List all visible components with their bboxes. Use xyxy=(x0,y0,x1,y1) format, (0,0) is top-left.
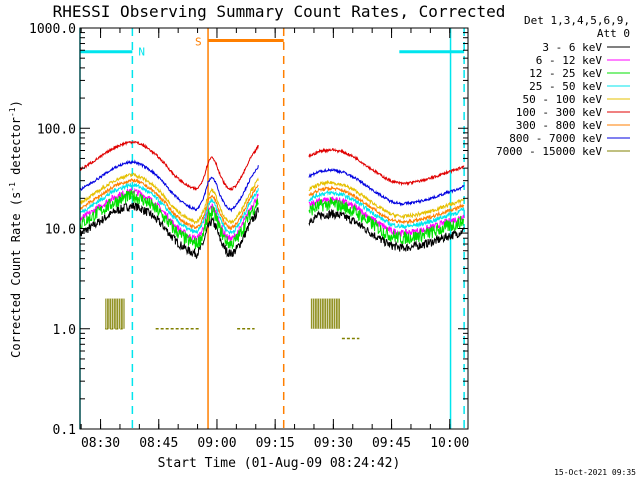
x-tick-label: 10:00 xyxy=(430,436,469,451)
y-axis-label-sup2: -1 xyxy=(8,107,17,117)
series-line xyxy=(308,208,465,252)
footer-timestamp: 15-Oct-2021 09:35 xyxy=(554,468,636,477)
series-line xyxy=(79,190,259,250)
y-axis-label: Corrected Count Rate (s-1 detector-1) xyxy=(8,100,23,358)
saa-label: S xyxy=(195,36,202,49)
series-line xyxy=(308,196,465,245)
series-line xyxy=(308,185,465,225)
legend-entry-label: 25 - 50 keV xyxy=(529,80,602,93)
series-line xyxy=(79,178,259,230)
y-axis-label-mid: detector xyxy=(9,117,23,182)
series-line xyxy=(308,167,465,207)
legend-entry-label: 3 - 6 keV xyxy=(542,41,602,54)
y-tick-label: 1.0 xyxy=(53,323,76,338)
series-line xyxy=(79,182,259,236)
y-axis-label-sup1: -1 xyxy=(8,182,17,192)
series-line xyxy=(308,179,465,221)
x-tick-label: 08:45 xyxy=(139,436,178,451)
data-marks xyxy=(79,140,465,340)
series-line xyxy=(308,189,465,231)
series-line xyxy=(79,202,259,260)
burst-block xyxy=(105,298,125,329)
series-line xyxy=(308,147,465,187)
legend-entry-label: 12 - 25 keV xyxy=(529,67,602,80)
series-line xyxy=(79,140,259,192)
legend-entry-label: 50 - 100 keV xyxy=(523,93,603,106)
x-tick-label: 09:45 xyxy=(372,436,411,451)
x-axis-label: Start Time (01-Aug-09 08:24:42) xyxy=(158,456,401,471)
legend-header-line1: Det 1,3,4,5,6,9, xyxy=(524,14,630,27)
x-tick-label: 08:30 xyxy=(81,436,120,451)
y-tick-label: 0.1 xyxy=(53,423,76,438)
burst-block xyxy=(310,298,340,329)
y-tick-label: 10.0 xyxy=(45,223,76,238)
series-line xyxy=(79,172,259,225)
x-axis: 08:30 08:45 09:00 09:15 09:30 09:45 10:00 xyxy=(80,28,469,451)
legend-header-line2: Att 0 xyxy=(597,27,630,40)
y-axis-label-main: Corrected Count Rate (s xyxy=(9,192,23,358)
legend-entry-label: 800 - 7000 keV xyxy=(509,132,602,145)
series-line xyxy=(79,159,259,213)
x-tick-label: 09:30 xyxy=(314,436,353,451)
y-tick-label: 100.0 xyxy=(37,122,76,137)
legend-entry-label: 100 - 300 keV xyxy=(516,106,602,119)
legend-entry-label: 300 - 800 keV xyxy=(516,119,602,132)
x-tick-label: 09:15 xyxy=(256,436,295,451)
night-label: N xyxy=(138,46,145,59)
y-tick-label: 1000.0 xyxy=(29,22,76,37)
x-tick-label: 09:00 xyxy=(197,436,236,451)
y-axis-label-end: ) xyxy=(9,100,23,107)
legend-entry-label: 7000 - 15000 keV xyxy=(496,145,602,158)
y-axis: 0.1 1.0 10.0 100.0 1000.0 xyxy=(29,22,468,438)
chart-title: RHESSI Observing Summary Count Rates, Co… xyxy=(53,2,506,21)
legend-entry-label: 6 - 12 keV xyxy=(536,54,603,67)
